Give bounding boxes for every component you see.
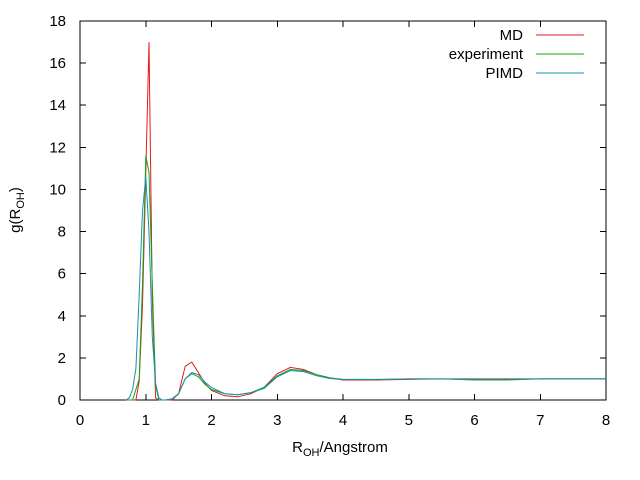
x-axis-label: ROH/Angstrom xyxy=(292,439,388,459)
x-tick-label: 7 xyxy=(536,412,544,429)
legend-label-pimd: PIMD xyxy=(486,65,524,82)
y-tick-label: 14 xyxy=(49,97,66,114)
x-tick-label: 6 xyxy=(470,412,478,429)
y-tick-label: 8 xyxy=(58,224,66,241)
legend-label-experiment: experiment xyxy=(449,46,524,63)
y-tick-label: 6 xyxy=(58,266,66,283)
x-tick-label: 8 xyxy=(602,412,610,429)
y-tick-label: 12 xyxy=(49,139,66,156)
y-tick-label: 2 xyxy=(58,350,66,367)
x-tick-label: 3 xyxy=(273,412,281,429)
x-tick-label: 0 xyxy=(76,412,84,429)
plot-area xyxy=(79,20,607,401)
y-tick-label: 0 xyxy=(58,392,66,409)
series-line-pimd xyxy=(125,176,606,401)
y-tick-label: 10 xyxy=(49,181,66,198)
plot-frame xyxy=(79,20,607,401)
y-tick-label: 4 xyxy=(58,308,66,325)
series-line-experiment xyxy=(126,155,606,401)
legend: MD experiment PIMD xyxy=(449,27,584,82)
x-tick-label: 1 xyxy=(142,412,150,429)
x-tick-label: 5 xyxy=(405,412,413,429)
legend-label-md: MD xyxy=(500,27,523,44)
y-tick-label: 18 xyxy=(49,13,66,30)
y-axis-label: g(ROH) xyxy=(7,187,27,233)
y-tick-label: 16 xyxy=(49,55,66,72)
x-tick-label: 2 xyxy=(207,412,215,429)
series-line-md xyxy=(126,42,606,401)
series-layer xyxy=(125,42,606,401)
x-tick-label: 4 xyxy=(339,412,347,429)
